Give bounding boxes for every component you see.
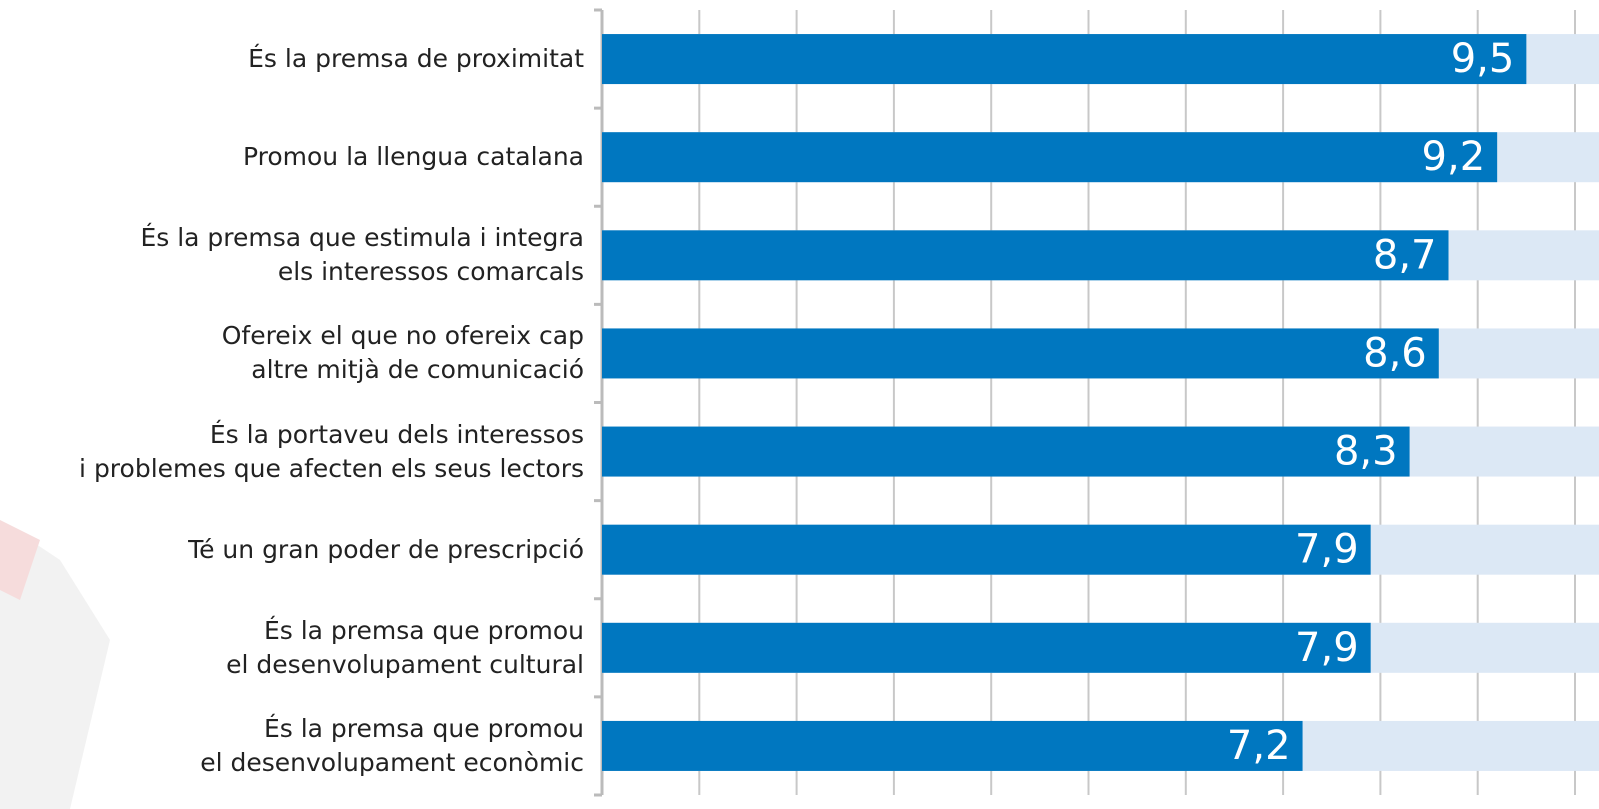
value-label: 7,9 bbox=[1295, 527, 1359, 573]
bar bbox=[602, 328, 1439, 379]
category-label: És la premsa que promou el desenvolupame… bbox=[226, 615, 584, 679]
bar bbox=[602, 524, 1371, 575]
value-label: 9,5 bbox=[1451, 36, 1515, 82]
bar bbox=[602, 720, 1303, 771]
value-label: 8,3 bbox=[1334, 429, 1398, 475]
category-label: És la premsa que promou el desenvolupame… bbox=[200, 713, 584, 777]
category-label: Té un gran poder de prescripció bbox=[188, 534, 584, 564]
decoration bbox=[0, 520, 40, 600]
value-label: 8,6 bbox=[1363, 330, 1427, 376]
value-label: 7,2 bbox=[1227, 723, 1291, 769]
category-label: És la premsa que estimula i integra els … bbox=[140, 223, 584, 287]
bar bbox=[602, 230, 1449, 281]
bar bbox=[602, 622, 1371, 673]
bar bbox=[602, 132, 1498, 183]
value-label: 9,2 bbox=[1422, 134, 1486, 180]
decoration bbox=[0, 520, 110, 809]
category-label: Ofereix el que no ofereix cap altre mitj… bbox=[221, 321, 584, 385]
bar bbox=[602, 34, 1527, 85]
value-label: 7,9 bbox=[1295, 625, 1359, 671]
category-label: És la premsa de proximitat bbox=[248, 44, 584, 74]
bar bbox=[602, 426, 1410, 477]
category-label: És la portaveu dels interessos i problem… bbox=[79, 419, 584, 483]
category-label: Promou la llengua catalana bbox=[242, 142, 584, 172]
value-label: 8,7 bbox=[1373, 232, 1437, 278]
